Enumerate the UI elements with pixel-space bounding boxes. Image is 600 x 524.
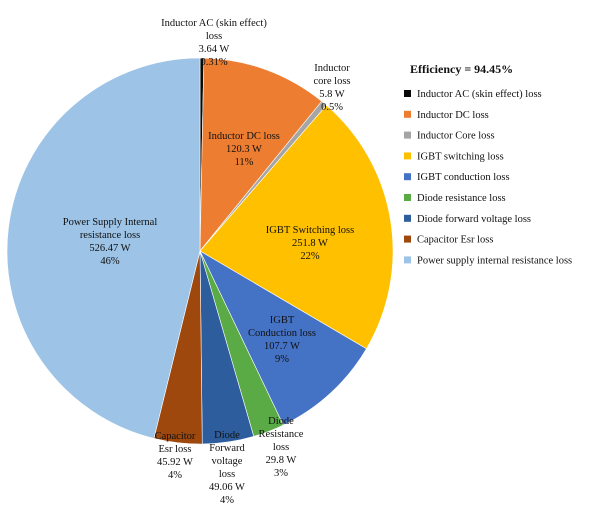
slice-label-2: Inductor DC loss 120.3 W 11% (208, 131, 280, 168)
legend-label-3: Inductor Core loss (417, 131, 495, 142)
legend-swatch-7 (404, 214, 411, 222)
slice-labels: Inductor AC (skin effect) loss 3.64 W 0.31%… (63, 18, 354, 506)
slice-label-line: voltage (212, 456, 243, 467)
pie-slice-9 (6, 57, 201, 439)
slice-label-line: 0.31% (200, 57, 227, 68)
slice-label-line: Inductor AC (skin effect) (161, 18, 267, 29)
slice-label-line: 46% (100, 256, 120, 267)
slice-label-line: Inductor (314, 63, 350, 74)
slice-label-9: Power Supply Internal resistance loss 526.… (63, 217, 158, 267)
legend-swatch-2 (404, 110, 411, 118)
legend-swatch-3 (404, 131, 411, 139)
slice-label-line: Diode (214, 430, 240, 441)
slice-label-line: resistance loss (80, 230, 140, 241)
slice-label-line: Conduction loss (248, 328, 316, 339)
slice-label-line: 251.8 W (292, 238, 328, 249)
slice-label-line: loss (219, 469, 235, 480)
pie-slice-5 (199, 250, 367, 426)
slice-label-line: Resistance (259, 429, 304, 440)
legend-label-4: IGBT switching loss (417, 151, 504, 162)
legend-swatch-9 (404, 256, 411, 264)
pie-slice-4 (199, 104, 394, 350)
slice-label-7: Diode Forward voltage loss 49.06 W 4% (209, 430, 246, 506)
slice-label-line: 107.7 W (264, 341, 300, 352)
slice-label-line: 120.3 W (226, 144, 262, 155)
legend-label-6: Diode resistance loss (417, 193, 506, 204)
slice-label-line: IGBT (270, 315, 295, 326)
slice-label-line: 3.64 W (199, 44, 230, 55)
slice-label-line: Capacitor (155, 431, 196, 442)
slice-label-line: IGBT Switching loss (266, 225, 354, 236)
slice-label-line: 3% (274, 468, 288, 479)
slice-label-line: loss (206, 31, 222, 42)
pie-slices (6, 57, 394, 445)
legend-swatch-4 (404, 152, 411, 160)
slice-label-3: Inductor core loss 5.8 W 0.5% (313, 63, 350, 113)
slice-label-8: Capacitor Esr loss 45.92 W 4% (155, 431, 196, 481)
slice-label-line: 49.06 W (209, 482, 245, 493)
slice-label-line: 29.8 W (266, 455, 297, 466)
legend-label-1: Inductor AC (skin effect) loss (417, 89, 542, 100)
slice-label-line: core loss (313, 76, 350, 87)
legend-label-2: Inductor DC loss (417, 110, 489, 121)
slice-label-line: Power Supply Internal (63, 217, 158, 228)
slice-label-line: 45.92 W (157, 457, 193, 468)
slice-label-line: Esr loss (159, 444, 192, 455)
slice-label-line: Diode (268, 416, 294, 427)
legend: Efficiency = 94.45% Inductor AC (skin ef… (404, 62, 572, 266)
chart-title: Efficiency = 94.45% (410, 62, 513, 76)
legend-label-9: Power supply internal resistance loss (417, 255, 572, 266)
slice-label-line: 4% (168, 470, 182, 481)
slice-label-line: 5.8 W (319, 89, 345, 100)
slice-label-line: Inductor DC loss (208, 131, 280, 142)
legend-swatch-8 (404, 235, 411, 243)
legend-label-8: Capacitor Esr loss (417, 235, 493, 246)
slice-label-line: 4% (220, 495, 234, 506)
legend-swatch-5 (404, 173, 411, 181)
legend-swatch-1 (404, 90, 411, 97)
slice-label-4: IGBT Switching loss 251.8 W 22% (266, 225, 354, 262)
legend-label-5: IGBT conduction loss (417, 172, 510, 183)
slice-label-line: 9% (275, 354, 289, 365)
slice-label-line: loss (273, 442, 289, 453)
slice-label-line: 526.47 W (89, 243, 130, 254)
slice-label-6: Diode Resistance loss 29.8 W 3% (259, 416, 304, 479)
slice-label-line: 0.5% (321, 102, 343, 113)
slice-label-1: Inductor AC (skin effect) loss 3.64 W 0.31% (161, 18, 267, 68)
pie-slice-2 (199, 57, 323, 252)
slice-label-line: 22% (300, 251, 320, 262)
slice-label-line: Forward (209, 443, 245, 454)
legend-swatch-6 (404, 194, 411, 201)
slice-label-5: IGBT Conduction loss 107.7 W 9% (248, 315, 316, 365)
legend-label-7: Diode forward voltage loss (417, 214, 531, 225)
slice-label-line: 11% (235, 157, 254, 168)
